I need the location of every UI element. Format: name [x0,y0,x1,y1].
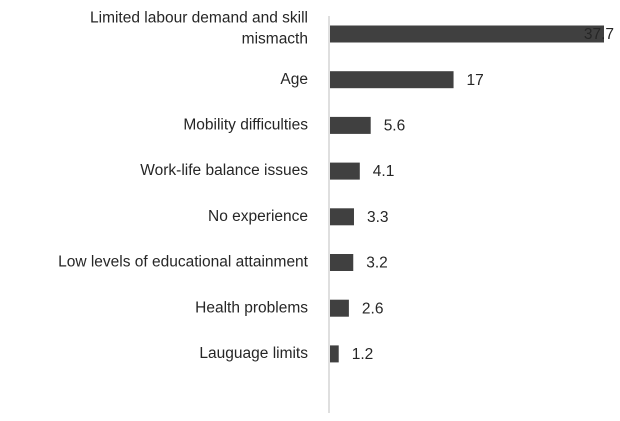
category-label: Low levels of educational attainment [58,254,309,271]
category-label: Health problems [195,299,308,316]
data-label: 3.2 [366,255,388,272]
category-label: No experience [208,208,308,225]
bar [330,162,360,180]
category-label: Work-life balance issues [140,162,308,179]
data-label: 4.1 [373,163,395,180]
bar [330,116,371,134]
value-labels-group: 37.7 17 5.6 4.1 3.3 3.2 2.6 1.2 [352,26,614,363]
bar [330,345,339,363]
bar [330,71,454,89]
data-label: 5.6 [384,117,406,134]
category-label: Age [280,71,308,88]
data-label: 1.2 [352,346,374,363]
category-label: mismacth [242,31,308,48]
bar [330,25,604,43]
bar [330,208,354,226]
data-label: 3.3 [367,209,389,226]
category-labels-group: Limited labour demand and skill mismacth A… [58,10,309,362]
bars-group [330,25,604,363]
bar [330,254,354,271]
bar [330,299,349,317]
category-label: Lauguage limits [199,345,308,362]
data-label: 2.6 [362,300,384,317]
category-label: Mobility difficulties [183,116,308,133]
data-label: 17 [467,72,484,89]
category-label: Limited labour demand and skill [90,10,308,27]
data-label: 37.7 [584,26,614,43]
